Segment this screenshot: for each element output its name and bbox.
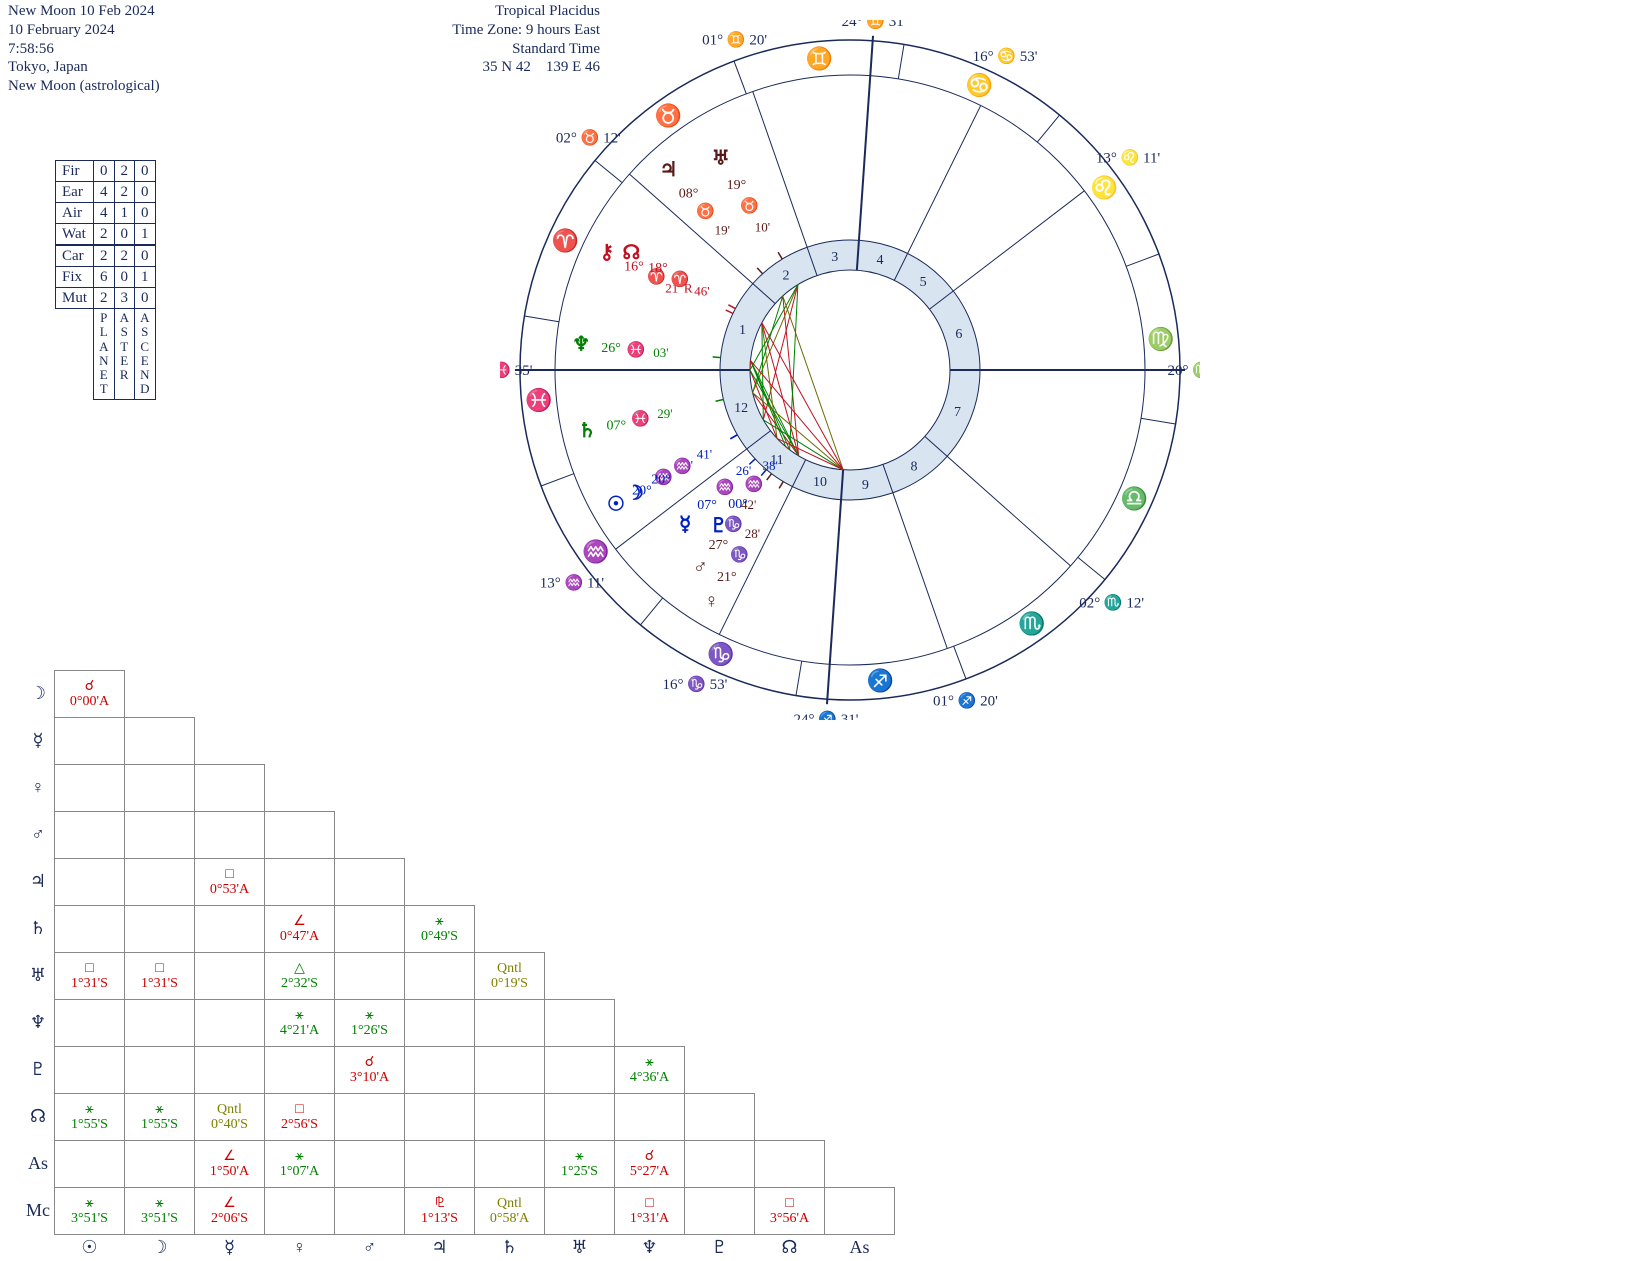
- svg-text:♓: ♓: [631, 410, 650, 428]
- svg-text:8: 8: [910, 460, 917, 475]
- svg-text:♉: ♉: [654, 103, 681, 128]
- svg-text:♊: ♊: [806, 46, 833, 71]
- svg-text:♒: ♒: [582, 539, 609, 564]
- svg-text:♎: ♎: [1121, 486, 1148, 511]
- svg-text:5: 5: [920, 275, 927, 290]
- svg-text:7: 7: [954, 405, 961, 420]
- svg-text:♒: ♒: [745, 475, 764, 493]
- svg-text:☿: ☿: [679, 514, 691, 536]
- header-left: New Moon 10 Feb 2024 10 February 2024 7:…: [8, 2, 160, 96]
- svg-text:♓: ♓: [525, 387, 552, 412]
- svg-text:♋: ♋: [965, 72, 992, 97]
- svg-text:21°: 21°: [717, 570, 737, 585]
- svg-text:♏: ♏: [1018, 611, 1045, 636]
- svg-text:♒: ♒: [673, 457, 692, 475]
- chart-date: 10 February 2024: [8, 21, 160, 40]
- svg-text:3: 3: [831, 250, 838, 265]
- svg-text:♃: ♃: [659, 159, 677, 181]
- chart-title: New Moon 10 Feb 2024: [8, 2, 160, 21]
- svg-text:♉: ♉: [740, 196, 759, 214]
- natal-chart: ♈♉♊♋♌♍♎♏♐♑♒♓20° ♓ 35'102° ♉ 12'201° ♊ 20…: [500, 20, 1200, 720]
- aspect-grid: ☽☌0°00'A☿♀♂♃□0°53'A♄∠0°47'A⚹0°49'S♅□1°31…: [22, 670, 895, 1261]
- svg-text:10: 10: [813, 475, 827, 490]
- svg-text:♑: ♑: [730, 546, 749, 564]
- svg-text:29': 29': [657, 406, 672, 421]
- svg-text:1: 1: [739, 323, 746, 338]
- svg-text:☊: ☊: [623, 242, 641, 264]
- element-summary-table: Fir020Ear420Air410Wat201Car220Fix601Mut2…: [55, 160, 156, 400]
- svg-text:00°: 00°: [728, 497, 748, 512]
- svg-text:20° ♓ 35': 20° ♓ 35': [500, 361, 533, 379]
- svg-text:♆: ♆: [572, 333, 590, 355]
- svg-text:♈: ♈: [671, 270, 690, 288]
- svg-text:01° ♊ 20': 01° ♊ 20': [702, 31, 767, 49]
- svg-text:46': 46': [694, 284, 709, 299]
- chart-event: New Moon (astrological): [8, 77, 160, 96]
- svg-text:10': 10': [755, 220, 770, 235]
- svg-text:02° ♉ 12': 02° ♉ 12': [556, 129, 621, 147]
- svg-text:18°: 18°: [648, 261, 668, 276]
- svg-text:16° ♋ 53': 16° ♋ 53': [973, 47, 1038, 65]
- svg-text:20°: 20°: [651, 473, 671, 488]
- svg-text:13° ♌ 11': 13° ♌ 11': [1096, 148, 1161, 166]
- svg-text:02° ♏ 12': 02° ♏ 12': [1079, 593, 1144, 611]
- svg-text:♌: ♌: [1090, 175, 1117, 200]
- svg-text:2: 2: [783, 268, 790, 283]
- svg-text:4: 4: [876, 253, 883, 268]
- svg-text:♅: ♅: [712, 147, 730, 169]
- svg-text:☽: ☽: [626, 483, 644, 505]
- svg-text:12: 12: [734, 401, 748, 416]
- svg-text:20° ♍ 35': 20° ♍ 35': [1168, 361, 1200, 379]
- svg-text:08°: 08°: [679, 186, 699, 201]
- svg-text:13° ♒ 11': 13° ♒ 11': [540, 574, 605, 592]
- svg-text:03': 03': [653, 345, 668, 360]
- svg-text:26': 26': [736, 463, 751, 478]
- svg-text:9: 9: [862, 478, 869, 493]
- svg-text:24° ♊ 31': 24° ♊ 31': [842, 20, 907, 30]
- svg-text:41': 41': [697, 447, 712, 462]
- svg-text:19': 19': [715, 222, 730, 237]
- svg-text:♒: ♒: [716, 478, 735, 496]
- svg-text:26°: 26°: [601, 341, 621, 356]
- chart-location: Tokyo, Japan: [8, 58, 160, 77]
- chart-time: 7:58:56: [8, 40, 160, 59]
- svg-text:♍: ♍: [1147, 327, 1174, 352]
- svg-text:28': 28': [745, 526, 760, 541]
- svg-text:27°: 27°: [709, 538, 729, 553]
- svg-text:♑: ♑: [707, 642, 734, 667]
- svg-text:⚷: ⚷: [600, 242, 615, 264]
- svg-text:♉: ♉: [696, 202, 715, 220]
- svg-text:♂: ♂: [693, 557, 708, 579]
- svg-text:♄: ♄: [578, 420, 596, 442]
- chart-system: Tropical Placidus: [370, 2, 600, 21]
- svg-text:01° ♐ 20': 01° ♐ 20': [933, 691, 998, 709]
- svg-text:19°: 19°: [727, 178, 747, 193]
- svg-text:♓: ♓: [627, 341, 646, 359]
- svg-text:07°: 07°: [697, 498, 717, 513]
- svg-text:♇: ♇: [710, 515, 728, 537]
- svg-text:07°: 07°: [606, 418, 626, 433]
- svg-text:☉: ☉: [607, 494, 625, 516]
- svg-text:6: 6: [955, 327, 962, 342]
- svg-text:♈: ♈: [552, 228, 579, 253]
- svg-text:♀: ♀: [704, 591, 719, 613]
